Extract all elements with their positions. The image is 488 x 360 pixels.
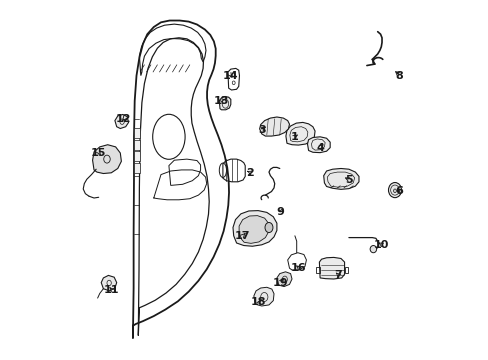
Polygon shape xyxy=(133,163,140,173)
Polygon shape xyxy=(101,275,117,291)
Polygon shape xyxy=(276,272,291,287)
Polygon shape xyxy=(285,122,314,145)
Polygon shape xyxy=(133,151,140,161)
Text: 14: 14 xyxy=(222,71,238,81)
Text: 5: 5 xyxy=(345,175,352,185)
Polygon shape xyxy=(92,145,121,174)
Text: 2: 2 xyxy=(245,168,253,178)
Text: 11: 11 xyxy=(103,285,119,295)
Text: 6: 6 xyxy=(395,186,403,196)
Polygon shape xyxy=(259,117,289,136)
Text: 3: 3 xyxy=(258,125,265,135)
Text: 8: 8 xyxy=(395,71,402,81)
Text: 13: 13 xyxy=(213,96,228,106)
Text: 4: 4 xyxy=(316,143,324,153)
Text: 1: 1 xyxy=(290,132,298,142)
Polygon shape xyxy=(133,128,140,138)
Polygon shape xyxy=(307,137,329,153)
Ellipse shape xyxy=(387,183,401,198)
Text: 7: 7 xyxy=(333,270,341,280)
Polygon shape xyxy=(319,257,344,279)
Text: 12: 12 xyxy=(116,114,131,124)
Text: 16: 16 xyxy=(290,263,305,273)
Text: 18: 18 xyxy=(251,297,266,307)
Polygon shape xyxy=(133,140,140,150)
Ellipse shape xyxy=(369,246,376,253)
Polygon shape xyxy=(323,168,358,189)
Text: 17: 17 xyxy=(234,231,250,241)
Text: 10: 10 xyxy=(373,240,388,250)
Text: 9: 9 xyxy=(276,207,284,217)
Text: 15: 15 xyxy=(91,148,106,158)
Polygon shape xyxy=(239,216,268,243)
Polygon shape xyxy=(232,211,276,246)
Text: 19: 19 xyxy=(272,278,288,288)
Polygon shape xyxy=(219,96,230,110)
Polygon shape xyxy=(115,114,128,129)
Ellipse shape xyxy=(393,189,396,193)
Ellipse shape xyxy=(264,222,272,233)
Polygon shape xyxy=(253,287,273,306)
